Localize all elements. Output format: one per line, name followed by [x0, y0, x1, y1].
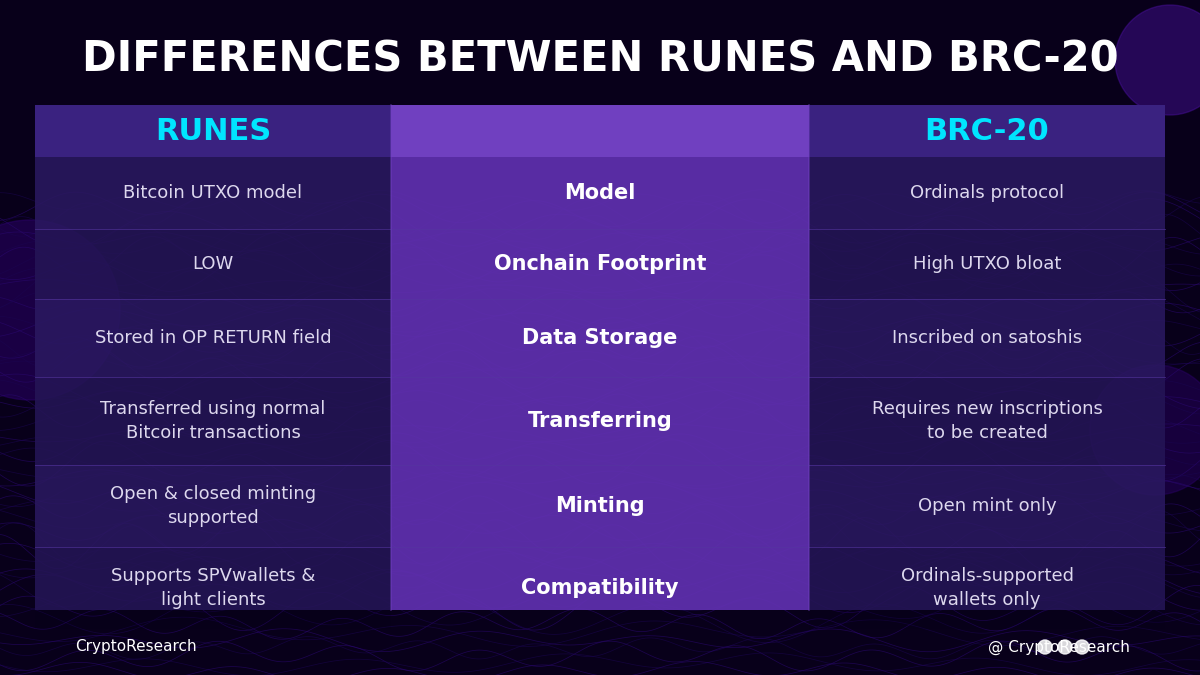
Text: Transferred using normal
Bitcoir transactions: Transferred using normal Bitcoir transac…: [101, 400, 325, 442]
Bar: [809, 547, 1165, 629]
Text: Minting: Minting: [556, 496, 644, 516]
Bar: [35, 547, 391, 629]
Text: Ordinals protocol: Ordinals protocol: [910, 184, 1064, 202]
Bar: [391, 105, 809, 610]
Text: CryptoResearch: CryptoResearch: [74, 639, 197, 655]
Text: BRC-20: BRC-20: [925, 117, 1050, 146]
Bar: [35, 229, 391, 299]
Text: Compatibility: Compatibility: [521, 578, 679, 598]
Text: Bitcoin UTXO model: Bitcoin UTXO model: [124, 184, 302, 202]
Text: Requires new inscriptions
to be created: Requires new inscriptions to be created: [871, 400, 1103, 442]
Circle shape: [1058, 640, 1072, 654]
Text: Open & closed minting
supported: Open & closed minting supported: [110, 485, 316, 526]
Text: Data Storage: Data Storage: [522, 328, 678, 348]
Text: Stored in OP RETURN field: Stored in OP RETURN field: [95, 329, 331, 347]
Text: Ordinals-supported
wallets only: Ordinals-supported wallets only: [900, 567, 1074, 609]
Text: DIFFERENCES BETWEEN RUNES AND BRC-20: DIFFERENCES BETWEEN RUNES AND BRC-20: [82, 39, 1118, 81]
Text: Transferring: Transferring: [528, 411, 672, 431]
Text: @ CryptoResearch: @ CryptoResearch: [988, 639, 1130, 655]
Bar: [809, 105, 1165, 157]
Circle shape: [1115, 5, 1200, 115]
Bar: [35, 105, 391, 157]
Circle shape: [1075, 640, 1090, 654]
Bar: [809, 105, 1165, 610]
Bar: [391, 105, 809, 157]
Bar: [809, 377, 1165, 465]
Text: Model: Model: [564, 183, 636, 203]
Bar: [35, 377, 391, 465]
Text: Supports SPVwallets &
light clients: Supports SPVwallets & light clients: [110, 567, 316, 609]
Circle shape: [0, 220, 120, 400]
Text: Onchain Footprint: Onchain Footprint: [493, 254, 707, 274]
Circle shape: [1038, 640, 1052, 654]
Text: Inscribed on satoshis: Inscribed on satoshis: [892, 329, 1082, 347]
Text: Open mint only: Open mint only: [918, 497, 1056, 515]
Circle shape: [1090, 365, 1200, 495]
Text: High UTXO bloat: High UTXO bloat: [913, 255, 1061, 273]
Text: LOW: LOW: [192, 255, 234, 273]
Bar: [809, 229, 1165, 299]
Bar: [35, 105, 391, 610]
Text: RUNES: RUNES: [155, 117, 271, 146]
